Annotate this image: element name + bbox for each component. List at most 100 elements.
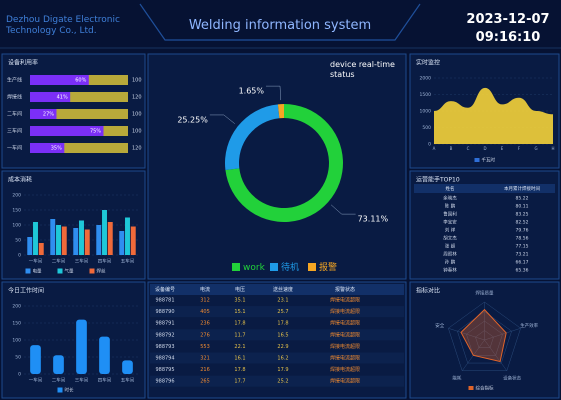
table-cell: 83.25	[516, 212, 529, 218]
legend-label: 气量	[65, 268, 74, 275]
table-cell: 85.22	[516, 196, 529, 202]
table-cell: 79.76	[516, 228, 529, 234]
legend-swatch	[308, 263, 316, 271]
row-label: 焊接线	[7, 94, 22, 101]
table-cell: 鲁国利	[443, 211, 457, 218]
table-cell: 988795	[155, 367, 174, 373]
table-row-bg	[150, 375, 404, 387]
bar	[53, 355, 64, 374]
company-name: Dezhou Digate Electronic Technology Co.,…	[6, 15, 120, 36]
bar	[30, 75, 89, 85]
x-tick-label: F	[518, 146, 521, 151]
table-cell: 焊接电流超限	[330, 331, 360, 338]
radar-grid	[448, 301, 521, 371]
table-cell: 80.11	[516, 204, 529, 210]
legend-label: 待机	[281, 261, 299, 273]
radar-axis	[484, 339, 508, 371]
legend-label: 千瓦时	[482, 157, 496, 164]
legend-swatch	[57, 268, 63, 274]
legend-label: 焊丝	[97, 268, 106, 275]
legend-swatch	[25, 268, 31, 274]
table-cell: 82.52	[516, 220, 529, 226]
bar	[61, 226, 67, 255]
bar	[130, 226, 136, 255]
value-label: 1.65%	[239, 87, 265, 96]
row-label: 生产线	[7, 77, 22, 84]
table-cell: 孙 鹏	[445, 259, 456, 266]
bar	[76, 319, 87, 374]
x-tick-label: 一车间	[29, 377, 43, 384]
radar-grid	[475, 330, 494, 348]
leader-line	[209, 114, 235, 124]
table-header-bg	[414, 184, 555, 193]
target-label: 100	[132, 112, 142, 118]
panel-title: 运营能手TOP10	[416, 176, 460, 184]
radar-grid	[457, 311, 512, 364]
bar	[102, 210, 107, 255]
table-cell: 余晓杰	[443, 195, 457, 202]
y-tick-label: 0	[428, 142, 431, 148]
y-tick-label: 500	[422, 125, 431, 131]
table-cell: 23.1	[277, 298, 288, 304]
table-header: 电压	[235, 286, 245, 293]
bar-track	[30, 109, 128, 119]
value-label: 60%	[75, 78, 86, 84]
table-cell: 236	[200, 321, 210, 327]
table-cell: 焊接电流超限	[330, 355, 360, 362]
table-cell: 35.1	[234, 298, 245, 304]
y-tick-label: 200	[12, 304, 21, 310]
table-cell: 焊接电流超限	[330, 320, 360, 327]
x-tick-label: 一车间	[29, 258, 43, 265]
legend-label: 报警	[319, 261, 337, 273]
table-cell: 刘 祥	[445, 227, 456, 234]
header-frame	[139, 3, 421, 41]
target-label: 120	[132, 146, 142, 152]
panel-title: 实时监控	[416, 59, 440, 67]
table-cell: 988790	[155, 309, 174, 315]
bar	[119, 231, 125, 255]
target-label: 100	[132, 129, 142, 135]
table-cell: 73.21	[516, 252, 529, 258]
row-label: 二车间	[7, 111, 22, 118]
y-tick-label: 100	[12, 338, 21, 344]
x-tick-label: B	[450, 146, 453, 151]
table-cell: 321	[200, 356, 210, 362]
x-tick-label: A	[433, 146, 436, 151]
bar	[125, 217, 130, 255]
table-cell: 11.7	[234, 332, 245, 338]
y-tick-label: 150	[12, 321, 21, 327]
table-cell: 77.15	[516, 244, 529, 250]
table-cell: 李宝安	[443, 219, 457, 226]
status-title: device real-time status	[330, 60, 395, 79]
bar-track	[30, 92, 128, 102]
legend-swatch	[232, 263, 240, 271]
legend-swatch	[468, 386, 474, 390]
bar	[38, 243, 44, 255]
panel-title: 今日工作时间	[8, 287, 44, 295]
bar	[79, 220, 84, 255]
x-tick-label: 三车间	[75, 377, 89, 384]
y-tick-label: 0	[18, 253, 21, 259]
table-cell: 张 超	[445, 243, 456, 250]
time: 09:16:10	[475, 30, 541, 45]
x-tick-label: 四车间	[98, 258, 112, 265]
value-label: 27%	[43, 112, 54, 118]
legend-label: 电量	[33, 268, 42, 275]
row-label: 三车间	[7, 128, 22, 135]
table-cell: 988791	[155, 321, 174, 327]
pie-slice	[225, 104, 280, 171]
table-cell: 553	[200, 344, 210, 350]
radar-axis	[448, 328, 485, 341]
bar	[122, 360, 133, 374]
table-cell: 25.7	[277, 309, 288, 315]
bar	[30, 143, 65, 153]
table-cell: 17.7	[234, 379, 245, 385]
x-tick-label: 五车间	[121, 377, 135, 384]
value-label: 41%	[57, 95, 68, 101]
x-tick-label: H	[551, 146, 554, 151]
y-tick-label: 150	[12, 208, 21, 214]
panel	[147, 281, 407, 399]
table-cell: 周照林	[443, 251, 457, 258]
